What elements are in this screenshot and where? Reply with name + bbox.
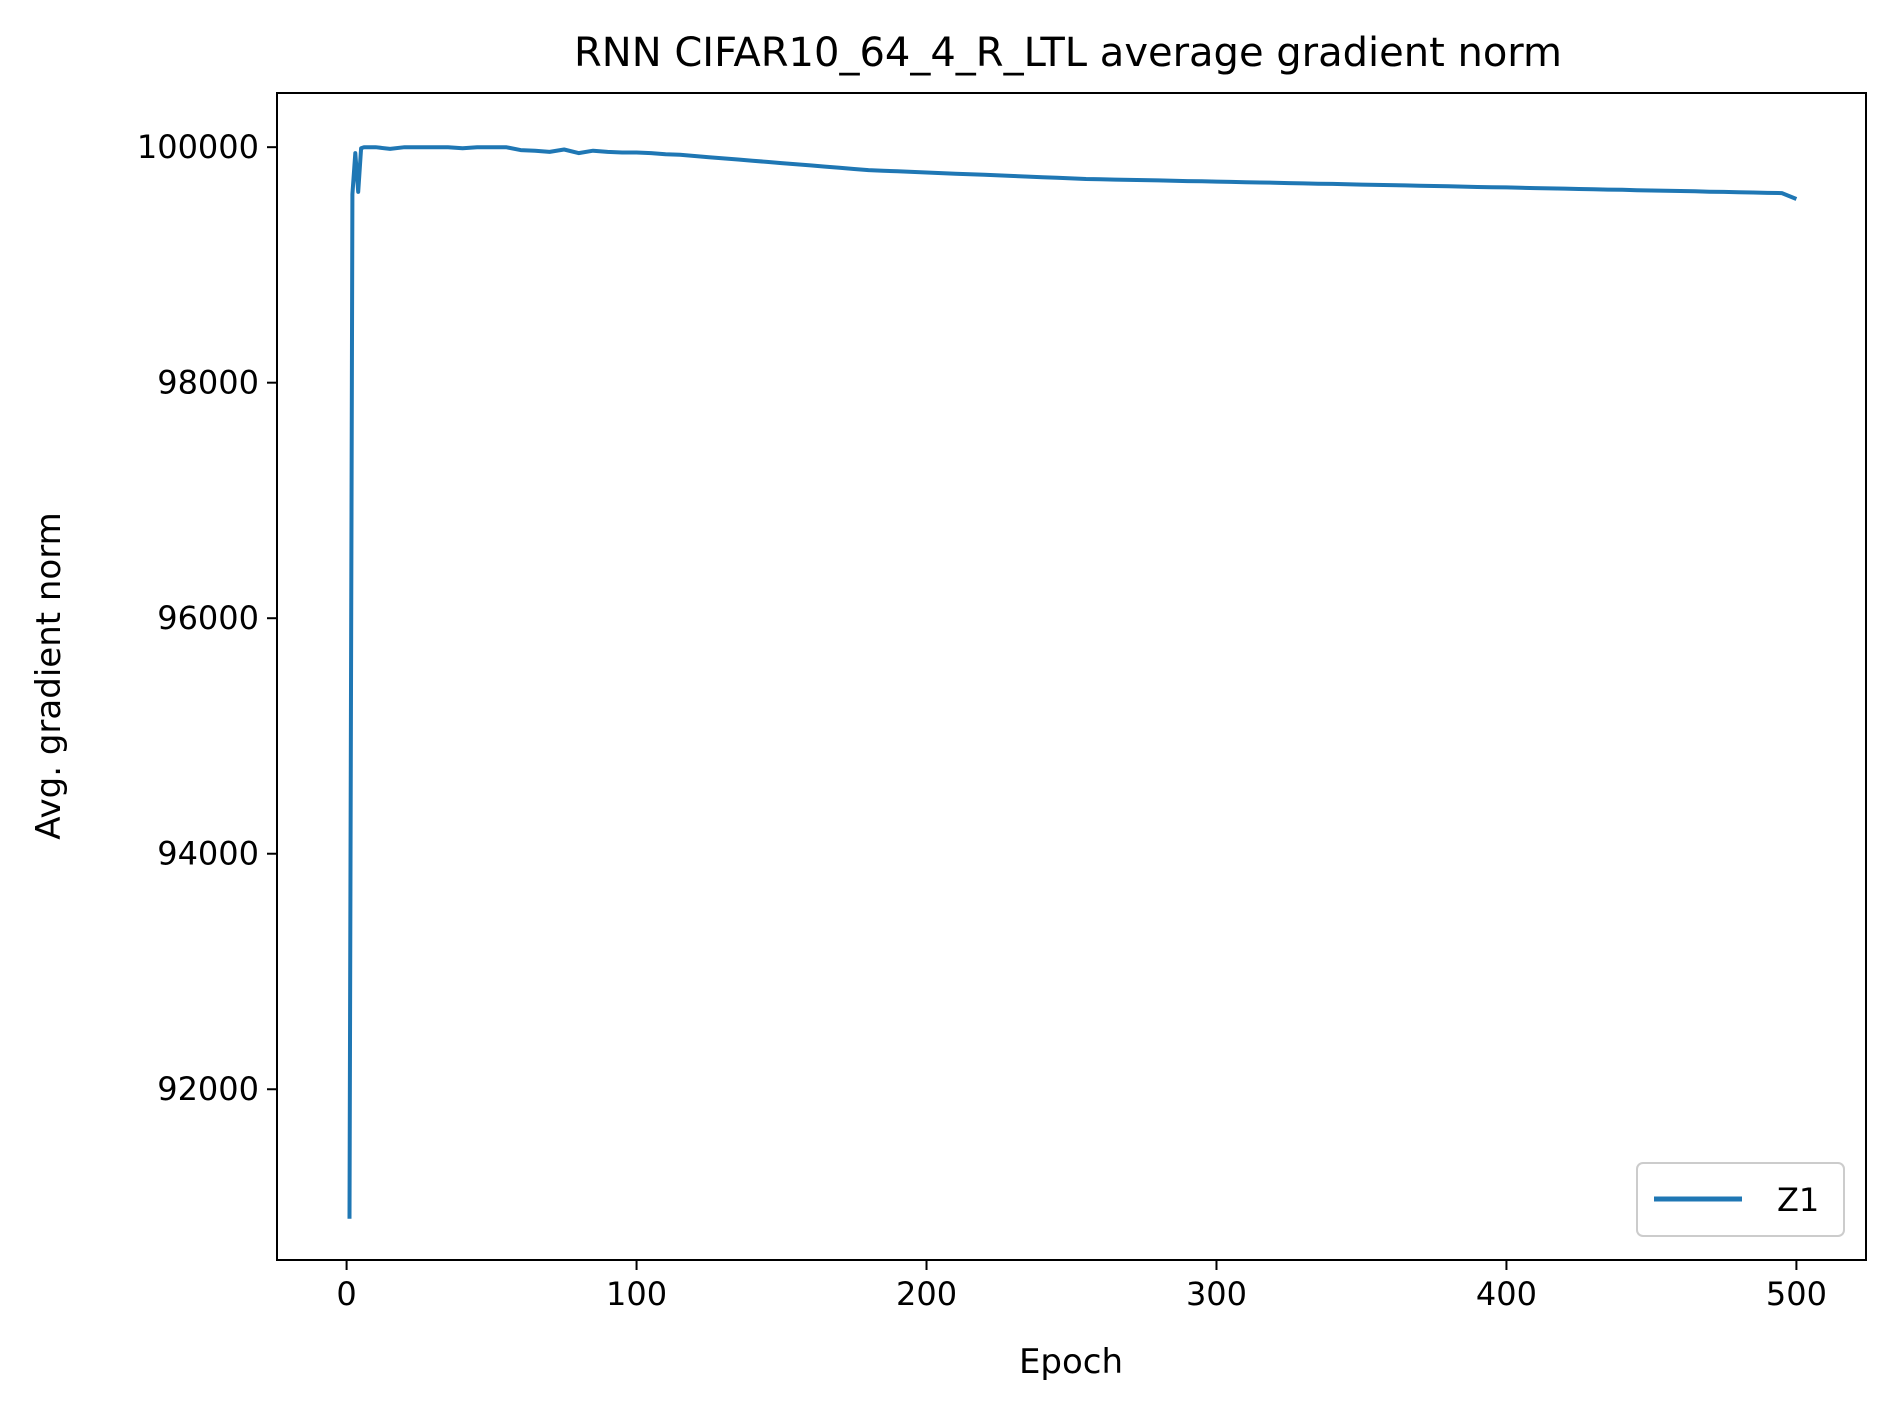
y-tick-label: 92000	[157, 1070, 259, 1108]
legend: Z1	[1636, 1162, 1845, 1237]
x-tick-label: 400	[1476, 1275, 1537, 1313]
y-tick-label: 100000	[137, 128, 259, 166]
x-axis-ticks: 0 100 200 300 400 500	[336, 1260, 1827, 1313]
y-tick-label: 96000	[157, 599, 259, 637]
plot-frame	[276, 92, 1867, 1261]
x-tick-label: 200	[896, 1275, 957, 1313]
x-tick-label: 100	[606, 1275, 667, 1313]
y-axis-ticks: 92000 94000 96000 98000 100000	[137, 128, 277, 1108]
chart-title: RNN CIFAR10_64_4_R_LTL average gradient …	[574, 30, 1562, 76]
y-tick-label: 98000	[157, 364, 259, 402]
x-tick-label: 500	[1766, 1275, 1827, 1313]
x-tick-label: 300	[1186, 1275, 1247, 1313]
y-tick-label: 94000	[157, 835, 259, 873]
x-axis-label: Epoch	[1019, 1342, 1123, 1382]
x-tick-label: 0	[336, 1275, 356, 1313]
y-axis-label: Avg. gradient norm	[29, 512, 69, 839]
legend-label-z1: Z1	[1777, 1181, 1819, 1219]
plot-line-layer	[347, 145, 1798, 1219]
series-line-z1	[347, 145, 1798, 1219]
